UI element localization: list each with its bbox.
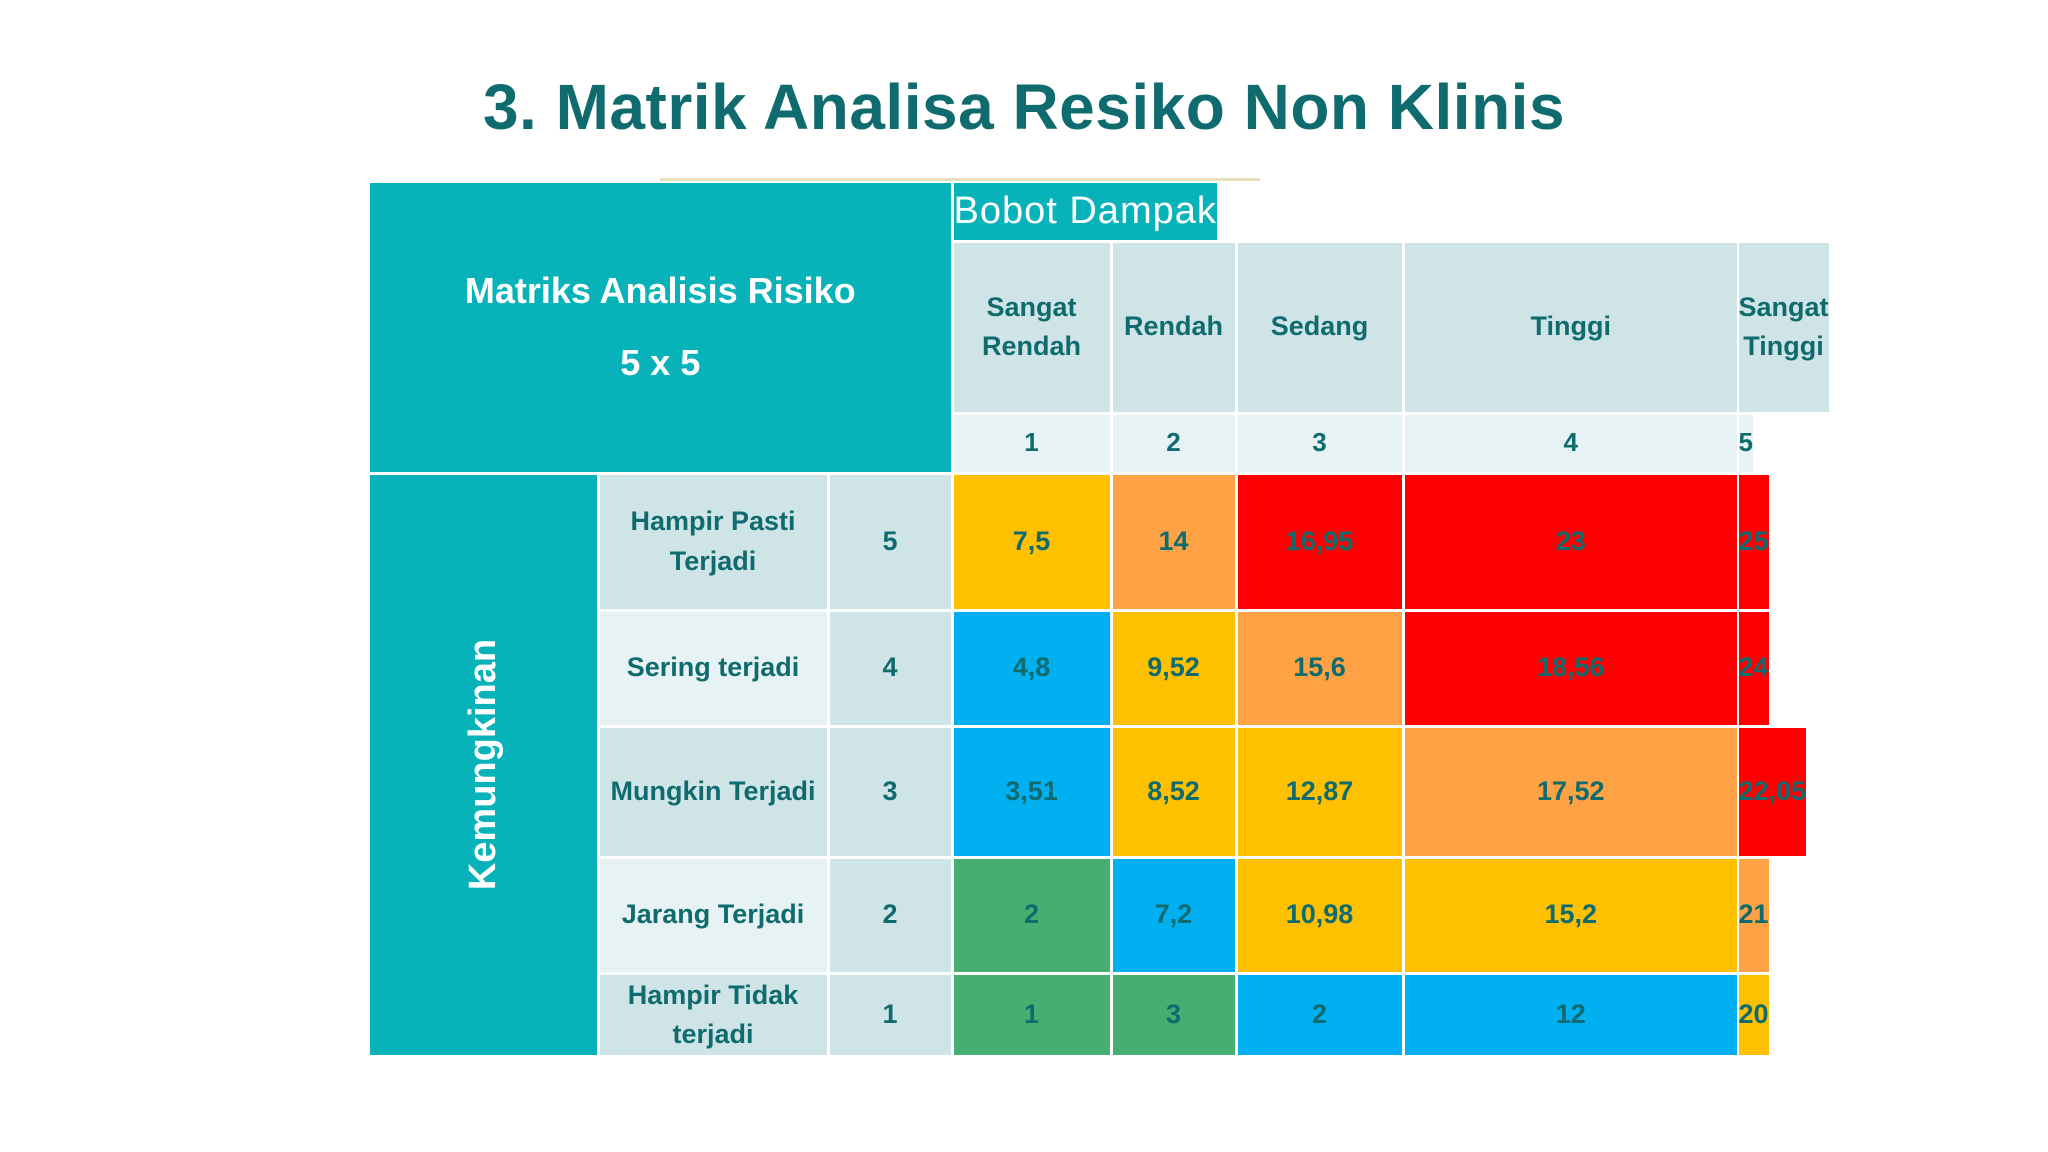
impact-level-2-line-1: Rendah: [1123, 311, 1223, 342]
impact-level-3-line-1: Sedang: [1270, 311, 1369, 342]
risk-cell: 14: [1112, 474, 1235, 609]
likelihood-level-5-line-2: Terjadi: [669, 545, 757, 576]
likelihood-number-4: 4: [829, 611, 951, 725]
likelihood-level-3-line-1: Mungkin Terjadi: [610, 775, 816, 806]
risk-cell: 12,87: [1237, 727, 1402, 856]
likelihood-level-4: Sering terjadi: [599, 611, 827, 725]
risk-cell: 24: [1738, 611, 1769, 725]
likelihood-level-2: Jarang Terjadi: [599, 858, 827, 972]
impact-level-3-text: Sedang: [1271, 307, 1369, 346]
impact-level-5-text: Sangat Tinggi: [1739, 288, 1829, 366]
matrix-title: Matriks Analisis Risiko: [464, 270, 856, 312]
impact-number-2: 2: [1112, 414, 1235, 472]
likelihood-level-1-text: Hampir Tidak terjadi: [628, 976, 799, 1054]
risk-cell: 25: [1738, 474, 1769, 609]
impact-number-1: 1: [953, 414, 1110, 472]
likelihood-header: Kemungkinan: [370, 474, 597, 1055]
impact-level-1: Sangat Rendah: [953, 242, 1110, 412]
risk-cell: 2: [1237, 974, 1402, 1055]
impact-number-4: 4: [1404, 414, 1737, 472]
impact-level-5-line-1: Sangat: [1738, 291, 1829, 322]
risk-cell: 17,52: [1404, 727, 1737, 856]
likelihood-level-4-text: Sering terjadi: [627, 648, 800, 687]
risk-matrix: Matriks Analisis Risiko 5 x 5 Bobot Damp…: [370, 183, 1829, 1055]
risk-cell: 22,05: [1738, 727, 1807, 856]
impact-level-5-line-2: Tinggi: [1743, 331, 1824, 361]
risk-cell: 7,2: [1112, 858, 1235, 972]
risk-cell: 3,51: [953, 727, 1110, 856]
risk-cell: 21: [1738, 858, 1769, 972]
risk-cell: 15,2: [1404, 858, 1737, 972]
likelihood-level-2-line-1: Jarang Terjadi: [621, 899, 805, 930]
risk-cell: 4,8: [953, 611, 1110, 725]
matrix-title-block: Matriks Analisis Risiko 5 x 5: [370, 183, 951, 472]
likelihood-header-label: Kemungkinan: [461, 639, 504, 891]
likelihood-level-3-text: Mungkin Terjadi: [610, 772, 815, 811]
impact-level-2-text: Rendah: [1124, 307, 1223, 346]
likelihood-number-2: 2: [829, 858, 951, 972]
impact-level-5: Sangat Tinggi: [1738, 242, 1829, 412]
page-title: 3. Matrik Analisa Resiko Non Klinis: [482, 71, 1566, 143]
risk-cell: 20: [1738, 974, 1769, 1055]
likelihood-number-1: 1: [829, 974, 951, 1055]
risk-cell: 8,52: [1112, 727, 1235, 856]
likelihood-level-1-line-1: Hampir Tidak: [627, 979, 799, 1010]
risk-cell: 1: [953, 974, 1110, 1055]
likelihood-number-3: 3: [829, 727, 951, 856]
likelihood-level-2-text: Jarang Terjadi: [622, 895, 805, 934]
impact-level-4-line-1: Tinggi: [1530, 311, 1612, 342]
impact-number-3: 3: [1237, 414, 1402, 472]
risk-cell: 23: [1404, 474, 1737, 609]
impact-level-1-line-1: Sangat: [986, 291, 1077, 322]
risk-cell: 7,5: [953, 474, 1110, 609]
likelihood-level-5-line-1: Hampir Pasti: [630, 506, 796, 537]
impact-level-3: Sedang: [1237, 242, 1402, 412]
impact-level-1-text: Sangat Rendah: [982, 288, 1081, 366]
risk-cell: 10,98: [1237, 858, 1402, 972]
risk-cell: 15,6: [1237, 611, 1402, 725]
risk-cell: 3: [1112, 974, 1235, 1055]
decorative-line: [660, 178, 1260, 181]
risk-cell: 9,52: [1112, 611, 1235, 725]
likelihood-level-1: Hampir Tidak terjadi: [599, 974, 827, 1055]
risk-cell: 18,56: [1404, 611, 1737, 725]
likelihood-level-1-line-2: terjadi: [672, 1018, 754, 1049]
likelihood-level-5-text: Hampir Pasti Terjadi: [630, 502, 795, 580]
risk-cell: 2: [953, 858, 1110, 972]
risk-cell: 16,95: [1237, 474, 1402, 609]
likelihood-level-3: Mungkin Terjadi: [599, 727, 827, 856]
likelihood-level-4-line-1: Sering terjadi: [626, 652, 800, 683]
impact-level-1-line-2: Rendah: [981, 331, 1081, 361]
impact-level-4: Tinggi: [1404, 242, 1737, 412]
likelihood-level-5: Hampir Pasti Terjadi: [599, 474, 827, 609]
likelihood-number-5: 5: [829, 474, 951, 609]
matrix-size: 5 x 5: [620, 342, 701, 384]
impact-header: Bobot Dampak: [953, 183, 1217, 240]
risk-cell: 12: [1404, 974, 1737, 1055]
impact-level-2: Rendah: [1112, 242, 1235, 412]
impact-number-5: 5: [1738, 414, 1753, 472]
impact-level-4-text: Tinggi: [1531, 307, 1612, 346]
